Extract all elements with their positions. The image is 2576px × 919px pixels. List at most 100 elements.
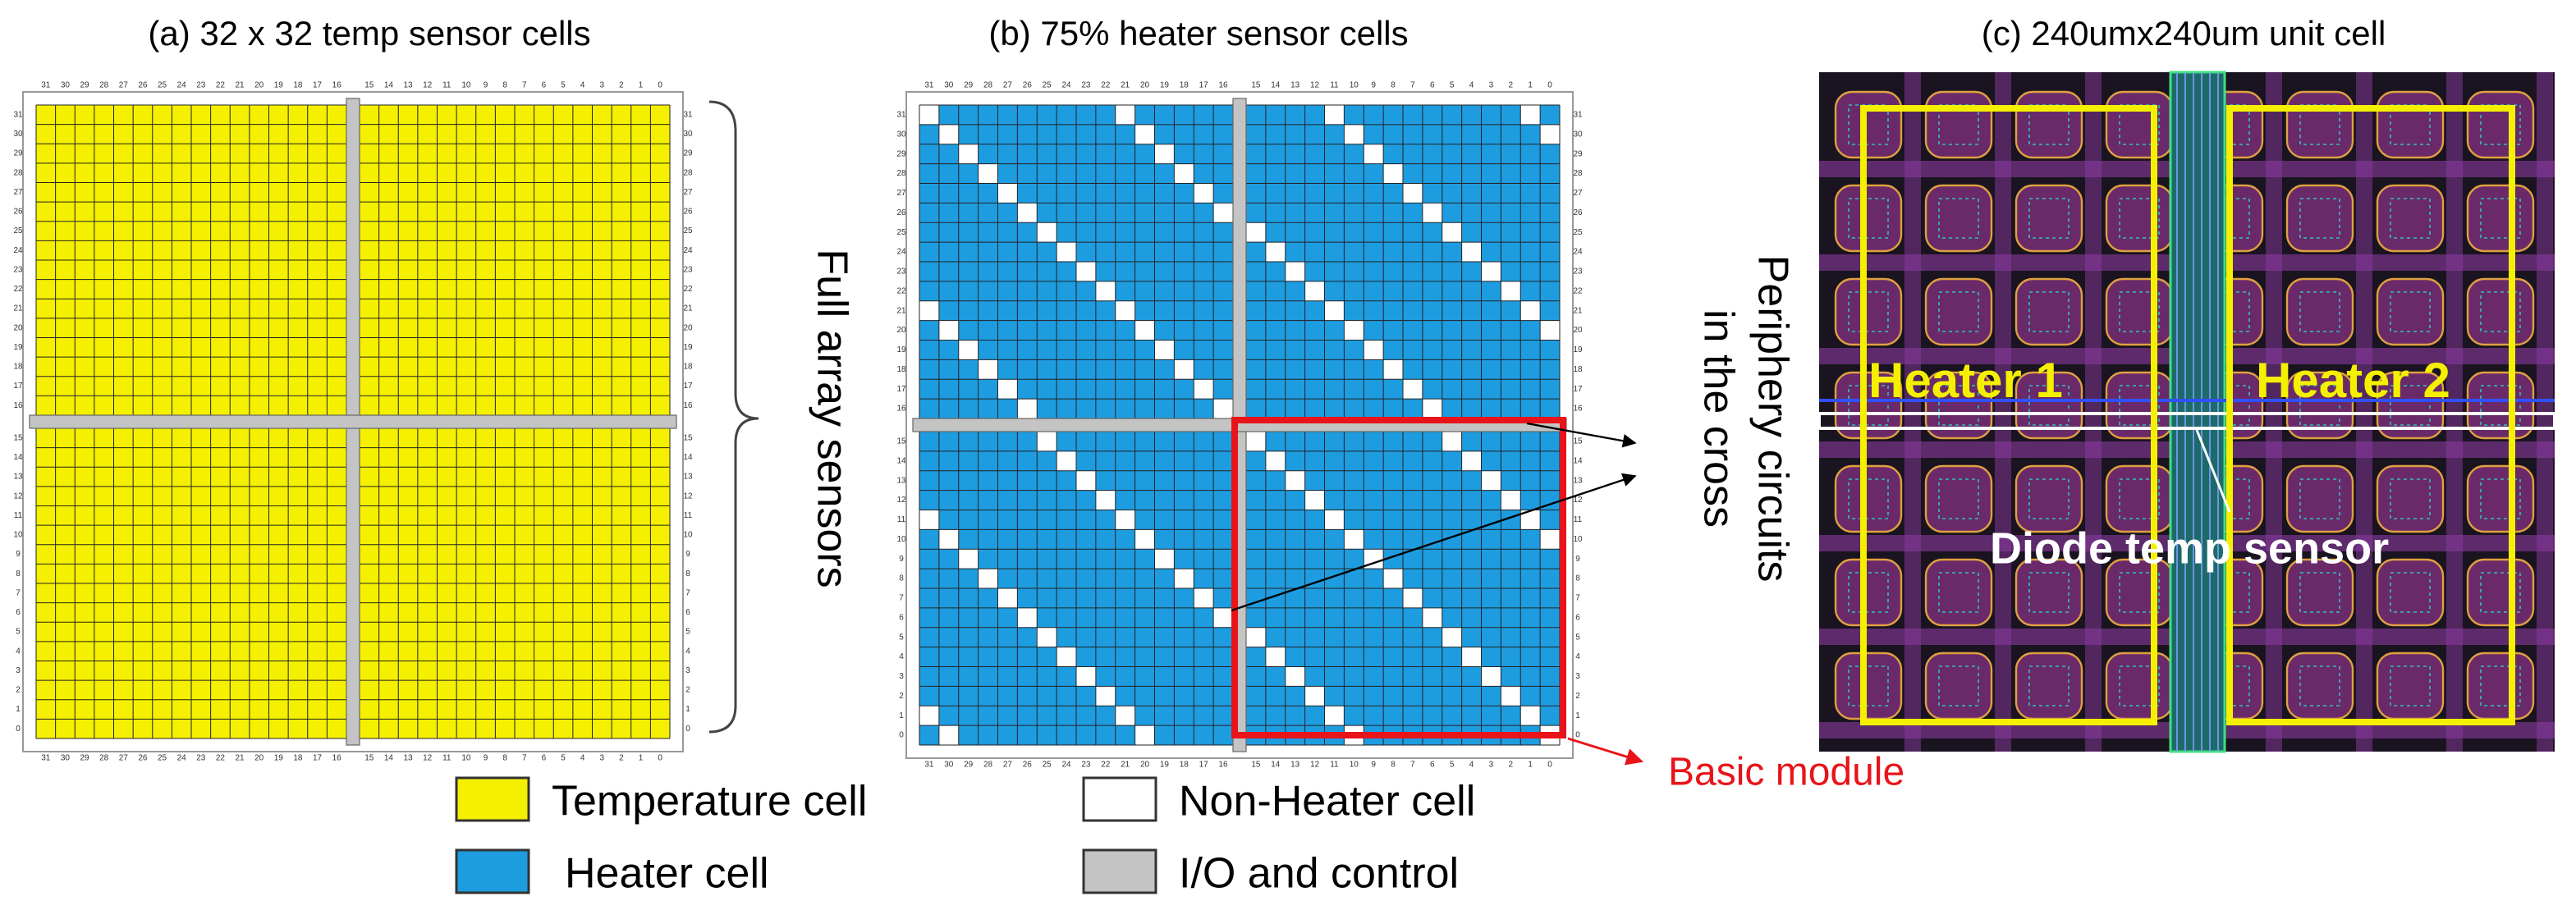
non-heater-cell bbox=[1403, 183, 1423, 203]
axis-label: 9 bbox=[1575, 555, 1580, 564]
non-heater-cell bbox=[1285, 262, 1305, 281]
non-heater-cell bbox=[1095, 281, 1116, 301]
axis-label: 30 bbox=[61, 754, 71, 763]
axis-label: 22 bbox=[896, 286, 906, 295]
axis-label: 17 bbox=[1573, 385, 1583, 394]
layout-cell bbox=[1834, 558, 1903, 627]
non-heater-cell bbox=[1364, 340, 1384, 360]
axis-label: 8 bbox=[502, 754, 507, 763]
sensor-label: Diode temp sensor bbox=[1990, 524, 2389, 573]
axis-label: 26 bbox=[1023, 81, 1033, 90]
axis-label: 2 bbox=[619, 81, 624, 90]
non-heater-cell bbox=[1265, 242, 1286, 262]
legend-swatch bbox=[1082, 848, 1157, 894]
axis-label: 20 bbox=[254, 81, 264, 90]
non-heater-cell bbox=[997, 379, 1018, 400]
axis-label: 18 bbox=[13, 363, 23, 372]
axis-label: 17 bbox=[1199, 81, 1209, 90]
axis-label: 8 bbox=[899, 574, 904, 583]
axis-label: 25 bbox=[13, 226, 23, 235]
axis-label: 28 bbox=[99, 754, 109, 763]
non-heater-cell bbox=[1194, 588, 1214, 608]
non-heater-cell bbox=[1017, 203, 1038, 223]
axis-label: 20 bbox=[896, 326, 906, 335]
axis-label: 13 bbox=[896, 476, 906, 485]
axis-label: 5 bbox=[561, 754, 566, 763]
legend-swatch bbox=[1082, 776, 1157, 822]
layout-cell-inner bbox=[2028, 291, 2070, 332]
layout-cell-inner bbox=[2028, 385, 2070, 426]
non-heater-cell bbox=[997, 588, 1018, 608]
axis-label: 14 bbox=[384, 754, 394, 763]
non-heater-cell bbox=[1246, 627, 1266, 647]
axis-label: 17 bbox=[1199, 761, 1209, 770]
axis-label: 4 bbox=[580, 754, 585, 763]
non-heater-cell bbox=[1304, 281, 1325, 301]
arrow bbox=[1231, 473, 1637, 612]
axis-label: 18 bbox=[683, 363, 693, 372]
layout-cell bbox=[2376, 464, 2445, 533]
non-heater-cell bbox=[1383, 569, 1403, 588]
axis-label: 2 bbox=[619, 754, 624, 763]
layout-cell-inner bbox=[2480, 198, 2521, 239]
non-heater-cell bbox=[1324, 300, 1345, 321]
axis-label: 12 bbox=[423, 754, 433, 763]
layout-cell-inner bbox=[1938, 665, 1979, 706]
non-heater-cell bbox=[1115, 706, 1135, 726]
axis-label: 13 bbox=[404, 754, 414, 763]
axis-label: 4 bbox=[1469, 81, 1474, 90]
axis-label: 11 bbox=[684, 511, 693, 520]
non-heater-cell bbox=[1383, 359, 1403, 380]
non-heater-cell bbox=[1285, 666, 1305, 687]
non-heater-cell bbox=[938, 320, 959, 341]
layout-cell-inner bbox=[1938, 291, 1979, 332]
layout-cell bbox=[1924, 277, 1993, 346]
axis-label: 10 bbox=[1350, 81, 1359, 90]
axis-label: 23 bbox=[13, 265, 23, 274]
non-heater-cell bbox=[1442, 222, 1462, 243]
axis-label: 14 bbox=[13, 453, 23, 462]
non-heater-cell bbox=[919, 300, 939, 321]
axis-label: 26 bbox=[138, 754, 148, 763]
axis-label: 16 bbox=[896, 405, 906, 414]
axis-label: 13 bbox=[683, 473, 693, 482]
axis-label: 7 bbox=[1410, 761, 1415, 770]
axis-label: 25 bbox=[158, 81, 167, 90]
axis-label: 13 bbox=[404, 81, 414, 90]
axis-label: 12 bbox=[13, 492, 23, 501]
axis-label: 25 bbox=[1573, 228, 1583, 237]
layout-cell bbox=[2466, 90, 2535, 159]
axis-label: 15 bbox=[13, 433, 23, 442]
pointer bbox=[2195, 429, 2231, 513]
axis-label: 11 bbox=[1574, 515, 1583, 524]
heater-label: Heater 2 bbox=[2256, 353, 2450, 408]
axis-label: 13 bbox=[1290, 761, 1300, 770]
axis-label: 3 bbox=[899, 672, 904, 681]
axis-label: 12 bbox=[423, 81, 433, 90]
layout-cell bbox=[2466, 184, 2535, 253]
non-heater-cell bbox=[1174, 569, 1194, 588]
non-heater-cell bbox=[1213, 399, 1233, 418]
non-heater-cell bbox=[1057, 242, 1076, 262]
non-heater-cell bbox=[1076, 666, 1096, 687]
axis-label: 2 bbox=[1509, 761, 1514, 770]
axis-label: 14 bbox=[384, 81, 394, 90]
axis-label: 18 bbox=[1180, 761, 1189, 770]
layout-cell bbox=[2015, 558, 2083, 627]
axis-label: 30 bbox=[13, 130, 23, 139]
axis-label: 17 bbox=[313, 81, 323, 90]
periphery-label: Periphery circuits bbox=[1749, 255, 1796, 583]
non-heater-cell bbox=[1520, 105, 1541, 125]
axis-label: 22 bbox=[1573, 286, 1583, 295]
axis-label: 20 bbox=[683, 323, 693, 332]
axis-label: 1 bbox=[685, 705, 690, 714]
non-heater-cell bbox=[1324, 706, 1345, 726]
axis-label: 4 bbox=[685, 647, 690, 656]
axis-label: 10 bbox=[1573, 535, 1583, 544]
axis-label: 24 bbox=[13, 246, 23, 255]
basic-module-box bbox=[1231, 417, 1566, 738]
axis-label: 16 bbox=[683, 401, 693, 410]
axis-label: 15 bbox=[896, 437, 906, 446]
axis-label: 19 bbox=[274, 754, 284, 763]
